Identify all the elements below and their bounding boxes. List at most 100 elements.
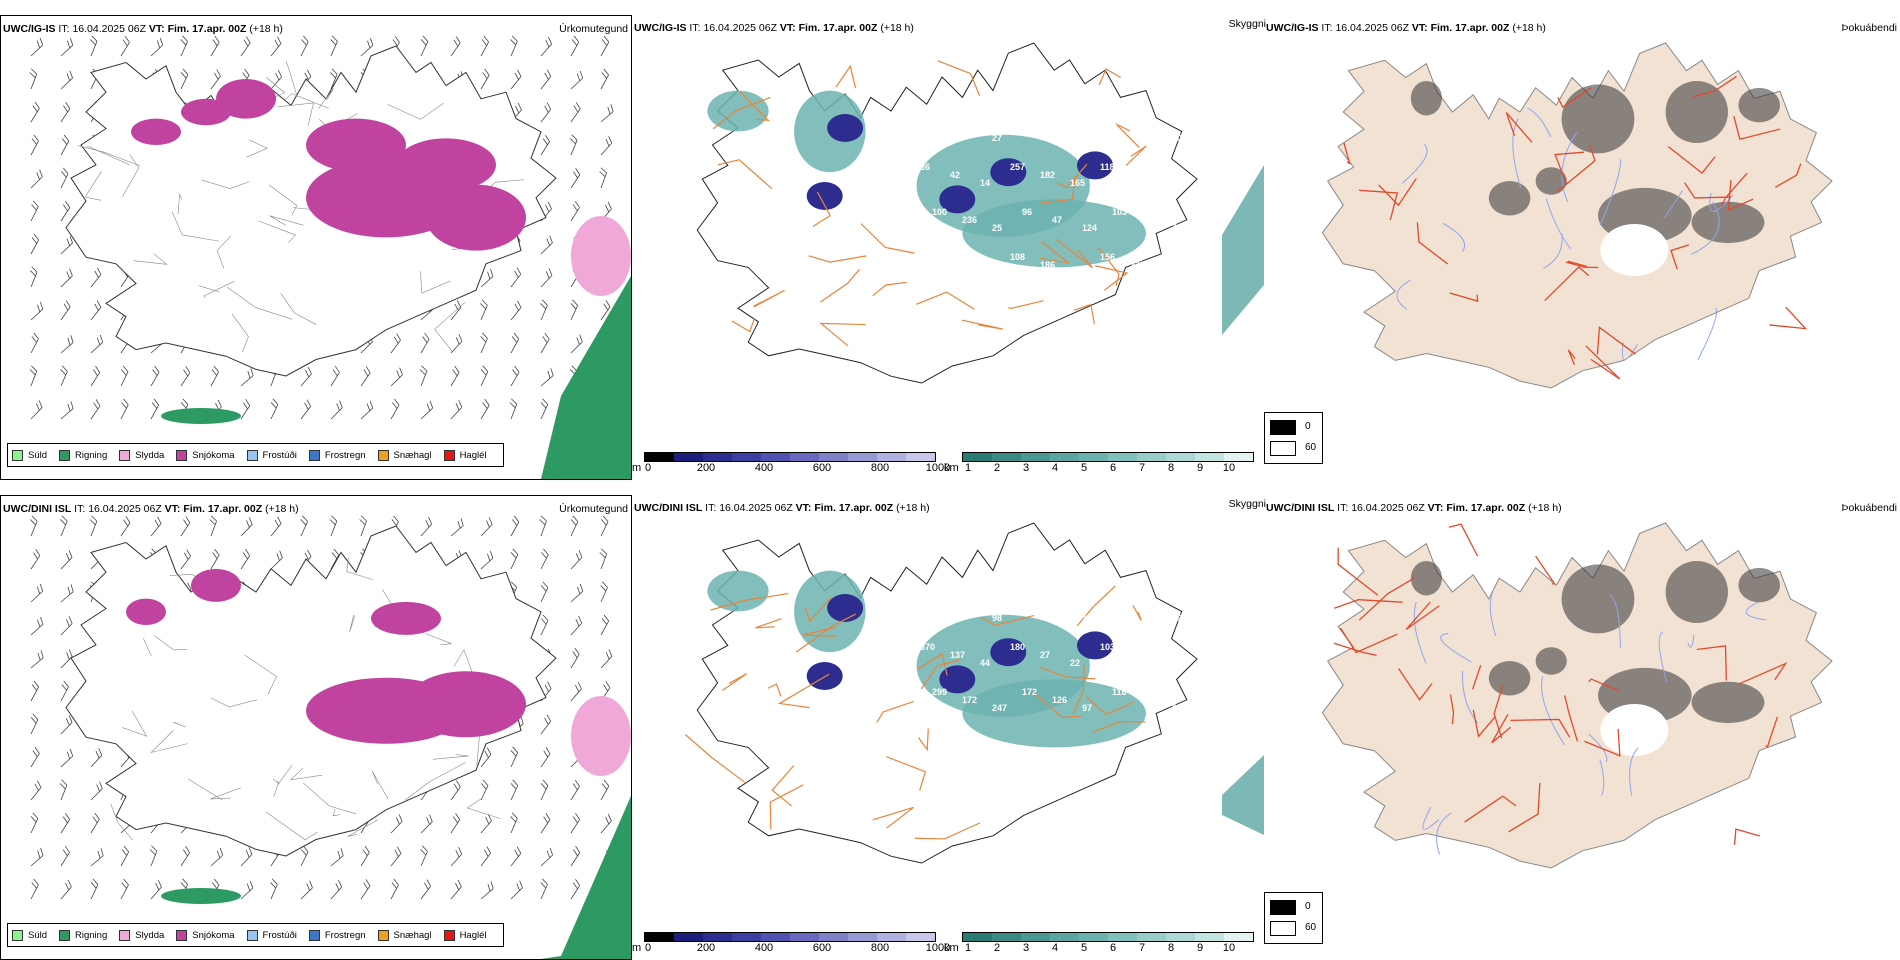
road-segment [717, 159, 773, 190]
road-segment [1095, 265, 1129, 291]
road-segment [915, 291, 975, 310]
fog-area [1535, 167, 1567, 195]
panel-variable-name: Þokuábendi [1841, 22, 1897, 34]
wind-barb [450, 334, 463, 354]
ceiling-label: 292 [1112, 597, 1127, 607]
colorbar-swatch [819, 933, 848, 941]
colorbar-swatch [761, 933, 790, 941]
road-segment [1449, 292, 1479, 302]
legend-item: Frostregn [308, 449, 366, 461]
legend-swatch [12, 929, 23, 941]
wind-barb [569, 134, 578, 156]
ceiling-label: 97 [1082, 703, 1092, 713]
wind-barb [60, 365, 68, 387]
wind-barb [390, 398, 400, 420]
wind-barb [480, 550, 494, 570]
wind-barb [210, 35, 220, 57]
legend-label: Frostregn [324, 929, 366, 941]
wind-barb [330, 548, 340, 570]
wind-barb [30, 134, 39, 156]
wind-barb [600, 779, 610, 801]
road-segment [1115, 123, 1140, 148]
wind-barb [270, 878, 278, 900]
ceiling-label: 14 [1160, 268, 1170, 278]
legend-swatch [377, 929, 389, 941]
ceiling-label: 27 [1040, 650, 1050, 660]
road-segment [755, 618, 782, 629]
river [1442, 222, 1466, 253]
wind-barb [30, 746, 40, 768]
wind-barb [480, 68, 490, 90]
wind-barb [120, 516, 131, 537]
wind-barb [330, 400, 343, 420]
fog-area [1691, 681, 1765, 724]
road-segment [819, 322, 866, 347]
road-segment [302, 782, 357, 815]
colorbar-swatch [703, 453, 732, 461]
wind-barb [150, 365, 160, 387]
wind-barb [450, 780, 461, 801]
panel-title: UWC/DINI ISL IT: 16.04.2025 06Z VT: Fim.… [3, 503, 299, 515]
ceiling-label: 78 [1172, 223, 1182, 233]
road-segment [1670, 244, 1690, 270]
low-ceiling-area [1077, 631, 1113, 660]
colorbar-tick: 5 [1080, 942, 1088, 954]
road-segment [1056, 163, 1088, 189]
road-segment [173, 721, 186, 728]
colorbar-swatch [790, 933, 819, 941]
ceiling-label: 44 [980, 658, 990, 668]
low-ceiling-area [806, 182, 843, 210]
fog-scale-swatch [1270, 420, 1296, 435]
wind-barb [60, 235, 73, 255]
road-segment [87, 146, 130, 166]
wind-barb [60, 37, 74, 57]
wind-barb [150, 398, 160, 420]
wind-barb [600, 35, 610, 57]
colorbar-swatch [1050, 453, 1079, 461]
road-segment [466, 798, 501, 820]
ceiling-label: 141 [1142, 125, 1157, 135]
wind-barb [510, 267, 522, 288]
wind-barb [30, 37, 44, 57]
river [1436, 812, 1452, 855]
road-segment [150, 730, 188, 754]
fog-scale-swatch [1270, 441, 1296, 456]
wind-barb [60, 879, 72, 900]
snow-area [191, 568, 241, 602]
fog-area [1738, 567, 1780, 603]
sleet-area [571, 216, 631, 296]
colorbar-swatch [992, 933, 1021, 941]
legend-swatch [59, 929, 71, 941]
road-segment [269, 215, 304, 226]
colorbar-tick: 400 [754, 942, 774, 954]
road-segment [753, 289, 785, 308]
legend-label: Frostúði [262, 929, 297, 941]
wind-barb [30, 616, 44, 636]
road-segment [1039, 176, 1076, 204]
wind-barb [570, 583, 584, 603]
wind-barb [330, 848, 344, 867]
wind-barb [90, 781, 103, 801]
road-segment [289, 768, 323, 781]
legend-item: Frostúði [246, 929, 297, 941]
wind-barb [539, 515, 547, 537]
visibility-field [707, 570, 1264, 835]
road-segment [1684, 182, 1731, 199]
fog-area [1665, 80, 1728, 144]
legend-item: Rigning [59, 929, 107, 941]
wind-barb [480, 268, 494, 288]
legend-label: Snjókoma [192, 929, 235, 941]
wind-barb [510, 880, 523, 900]
colorbar-swatch [1021, 933, 1050, 941]
wind-barb [90, 334, 104, 354]
ceiling-label: 22 [1052, 605, 1062, 615]
river [1658, 631, 1668, 682]
colorbar-tick: 2 [993, 462, 1001, 474]
legend-swatch [176, 929, 188, 941]
ceiling-label: 182 [1040, 170, 1055, 180]
ceiling-label: 483 [932, 297, 947, 307]
colorbar-swatch [819, 453, 848, 461]
wind-barb [300, 399, 312, 420]
sleet-area [571, 696, 631, 776]
ceiling-label: 108 [1010, 252, 1025, 262]
